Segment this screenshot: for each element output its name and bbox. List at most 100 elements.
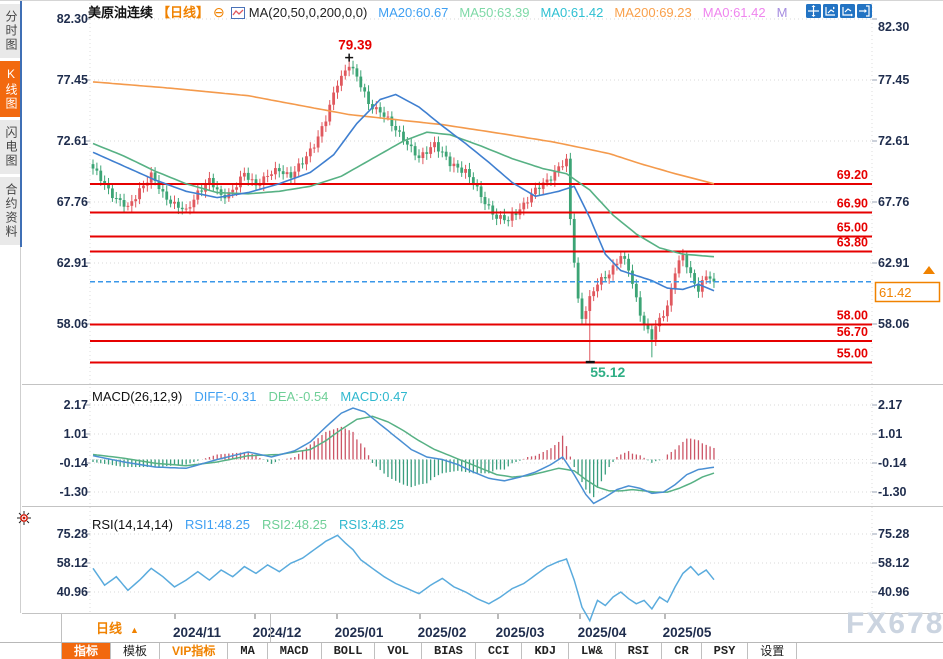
indicator-tab-14[interactable]: 设置 bbox=[748, 643, 798, 659]
axis-scale-right-icon[interactable] bbox=[840, 4, 855, 18]
macd-title[interactable]: MACD(26,12,9) bbox=[92, 389, 183, 404]
high-annotation: 79.39 bbox=[338, 38, 372, 53]
level-label: 69.20 bbox=[837, 168, 868, 182]
rsi-line bbox=[92, 534, 715, 623]
axis-scale-left-icon[interactable] bbox=[823, 4, 838, 18]
svg-text:77.45: 77.45 bbox=[57, 73, 88, 87]
level-label: 58.00 bbox=[837, 309, 868, 323]
macd-histogram bbox=[92, 426, 715, 498]
svg-text:82.30: 82.30 bbox=[57, 12, 88, 26]
rsi-value: RSI2:48.25 bbox=[261, 517, 328, 532]
svg-text:2.17: 2.17 bbox=[64, 398, 88, 412]
ma50-line bbox=[92, 131, 715, 258]
indicator-tab-12[interactable]: CR bbox=[662, 643, 702, 659]
ma-value: MA50:63.39 bbox=[459, 5, 530, 20]
month-label: 2025/04 bbox=[578, 625, 627, 640]
level-label: 66.90 bbox=[837, 197, 868, 211]
month-label: 2024/11 bbox=[173, 625, 222, 640]
svg-text:62.91: 62.91 bbox=[57, 256, 88, 270]
svg-text:58.06: 58.06 bbox=[57, 317, 88, 331]
indicator-tab-11[interactable]: RSI bbox=[616, 643, 663, 659]
sidebar-tab-2[interactable]: 闪电图 bbox=[0, 120, 20, 174]
svg-text:75.28: 75.28 bbox=[878, 527, 909, 541]
ma200-line bbox=[92, 81, 715, 185]
rsi-value: RSI1:48.25 bbox=[184, 517, 250, 532]
move-crosshair-icon[interactable] bbox=[806, 4, 821, 18]
sidebar-tab-3[interactable]: 合约资料 bbox=[0, 177, 20, 245]
collapse-icon[interactable]: ⊖ bbox=[213, 4, 225, 20]
month-label: 2024/12 bbox=[253, 625, 302, 640]
gridlines bbox=[85, 3, 877, 613]
rsi-title[interactable]: RSI(14,14,14) bbox=[92, 517, 173, 532]
rsi-header: RSI(14,14,14) RSI1:48.25 RSI2:48.25 RSI3:48… bbox=[92, 517, 404, 532]
macd-header: MACD(26,12,9) DIFF:-0.31 DEA:-0.54 MACD:0.4… bbox=[92, 389, 408, 404]
svg-text:2.17: 2.17 bbox=[878, 398, 902, 412]
indicator-tab-10[interactable]: LW& bbox=[569, 643, 616, 659]
indicator-tab-5[interactable]: BOLL bbox=[322, 643, 376, 659]
svg-text:61.42: 61.42 bbox=[879, 285, 912, 300]
sidebar-border-lower bbox=[20, 247, 21, 613]
svg-text:58.06: 58.06 bbox=[878, 317, 909, 331]
svg-text:75.28: 75.28 bbox=[57, 527, 88, 541]
svg-text:67.76: 67.76 bbox=[878, 195, 909, 209]
indicator-tab-0[interactable]: 指标 bbox=[61, 643, 112, 659]
ma-value: MA20:60.67 bbox=[378, 5, 449, 20]
alert-sun-icon[interactable] bbox=[17, 511, 31, 530]
indicator-tab-6[interactable]: VOL bbox=[375, 643, 423, 659]
indicator-tab-9[interactable]: KDJ bbox=[522, 643, 570, 659]
level-label: 63.80 bbox=[837, 236, 868, 250]
ma-formula: MA(20,50,0,200,0,0) bbox=[248, 5, 368, 20]
low-annotation: 55.12 bbox=[590, 364, 625, 380]
month-label: 2025/02 bbox=[418, 625, 467, 640]
indicator-tab-7[interactable]: BIAS bbox=[422, 643, 476, 659]
month-label: 2025/05 bbox=[663, 625, 712, 640]
date-row-divider bbox=[61, 614, 62, 642]
ma-value: M bbox=[776, 5, 788, 20]
indicator-tab-bar: 指标 模板 VIP指标 MA MACD BOLL VOL BIAS CCI KDJ LW& RSI CR… bbox=[0, 642, 943, 659]
period-selector[interactable]: 日线 ▲ bbox=[96, 618, 139, 637]
indicator-tab-8[interactable]: CCI bbox=[476, 643, 523, 659]
current-price-box: 61.42 bbox=[874, 266, 941, 303]
indicator-tab-13[interactable]: PSY bbox=[702, 643, 749, 659]
sidebar-border bbox=[20, 1, 22, 247]
indicator-tab-3[interactable]: MA bbox=[228, 643, 268, 659]
ma-value: MA200:69.23 bbox=[614, 5, 692, 20]
annotations: 79.39 55.12 bbox=[338, 38, 625, 380]
indicator-tab-1[interactable]: 模板 bbox=[111, 643, 161, 659]
svg-text:40.96: 40.96 bbox=[57, 585, 88, 599]
chevron-up-icon: ▲ bbox=[130, 625, 139, 635]
indicator-tab-4[interactable]: MACD bbox=[268, 643, 322, 659]
svg-text:-1.30: -1.30 bbox=[60, 485, 89, 499]
macd-value: DIFF:-0.31 bbox=[194, 389, 257, 404]
svg-text:-0.14: -0.14 bbox=[878, 456, 907, 470]
svg-text:-0.14: -0.14 bbox=[60, 456, 89, 470]
diff-line bbox=[92, 407, 715, 505]
chart-toolbar bbox=[806, 4, 872, 18]
svg-text:67.76: 67.76 bbox=[57, 195, 88, 209]
macd-grid: 2.17 2.17 1.01 1.01 -0.14 -0.14 -1.30 -1.30 bbox=[60, 398, 907, 499]
x-axis-row: 日线 ▲ bbox=[0, 614, 943, 642]
svg-text:77.45: 77.45 bbox=[878, 73, 909, 87]
svg-text:1.01: 1.01 bbox=[878, 427, 902, 441]
indicator-tab-2[interactable]: VIP指标 bbox=[160, 643, 229, 659]
exit-right-icon[interactable] bbox=[857, 4, 872, 18]
month-labels: 2024/11 2024/12 2025/01 2025/02 2025/03 2025/… bbox=[173, 614, 712, 640]
svg-text:72.61: 72.61 bbox=[878, 134, 909, 148]
sidebar-tab-1[interactable]: K线图 bbox=[0, 61, 20, 117]
svg-text:40.96: 40.96 bbox=[878, 585, 909, 599]
period-tag[interactable]: 【日线】 bbox=[157, 5, 210, 20]
chart-header: 美原油连续 【日线】 ⊖ MA(20,50,0,200,0,0) MA20:60.67 M… bbox=[88, 3, 802, 21]
sidebar-tab-0[interactable]: 分时图 bbox=[0, 4, 20, 58]
watermark: FX678 bbox=[846, 607, 943, 640]
candles-layer bbox=[91, 55, 716, 361]
level-label: 65.00 bbox=[837, 221, 868, 235]
macd-value: MACD:0.47 bbox=[340, 389, 408, 404]
period-label: 日线 bbox=[96, 621, 123, 636]
candlestick-chart-icon bbox=[230, 6, 245, 21]
macd-value: DEA:-0.54 bbox=[268, 389, 329, 404]
month-label: 2025/03 bbox=[496, 625, 545, 640]
price-axis-labels: 82.30 82.30 77.45 77.45 72.61 72.61 67.76 67.76… bbox=[57, 12, 910, 331]
